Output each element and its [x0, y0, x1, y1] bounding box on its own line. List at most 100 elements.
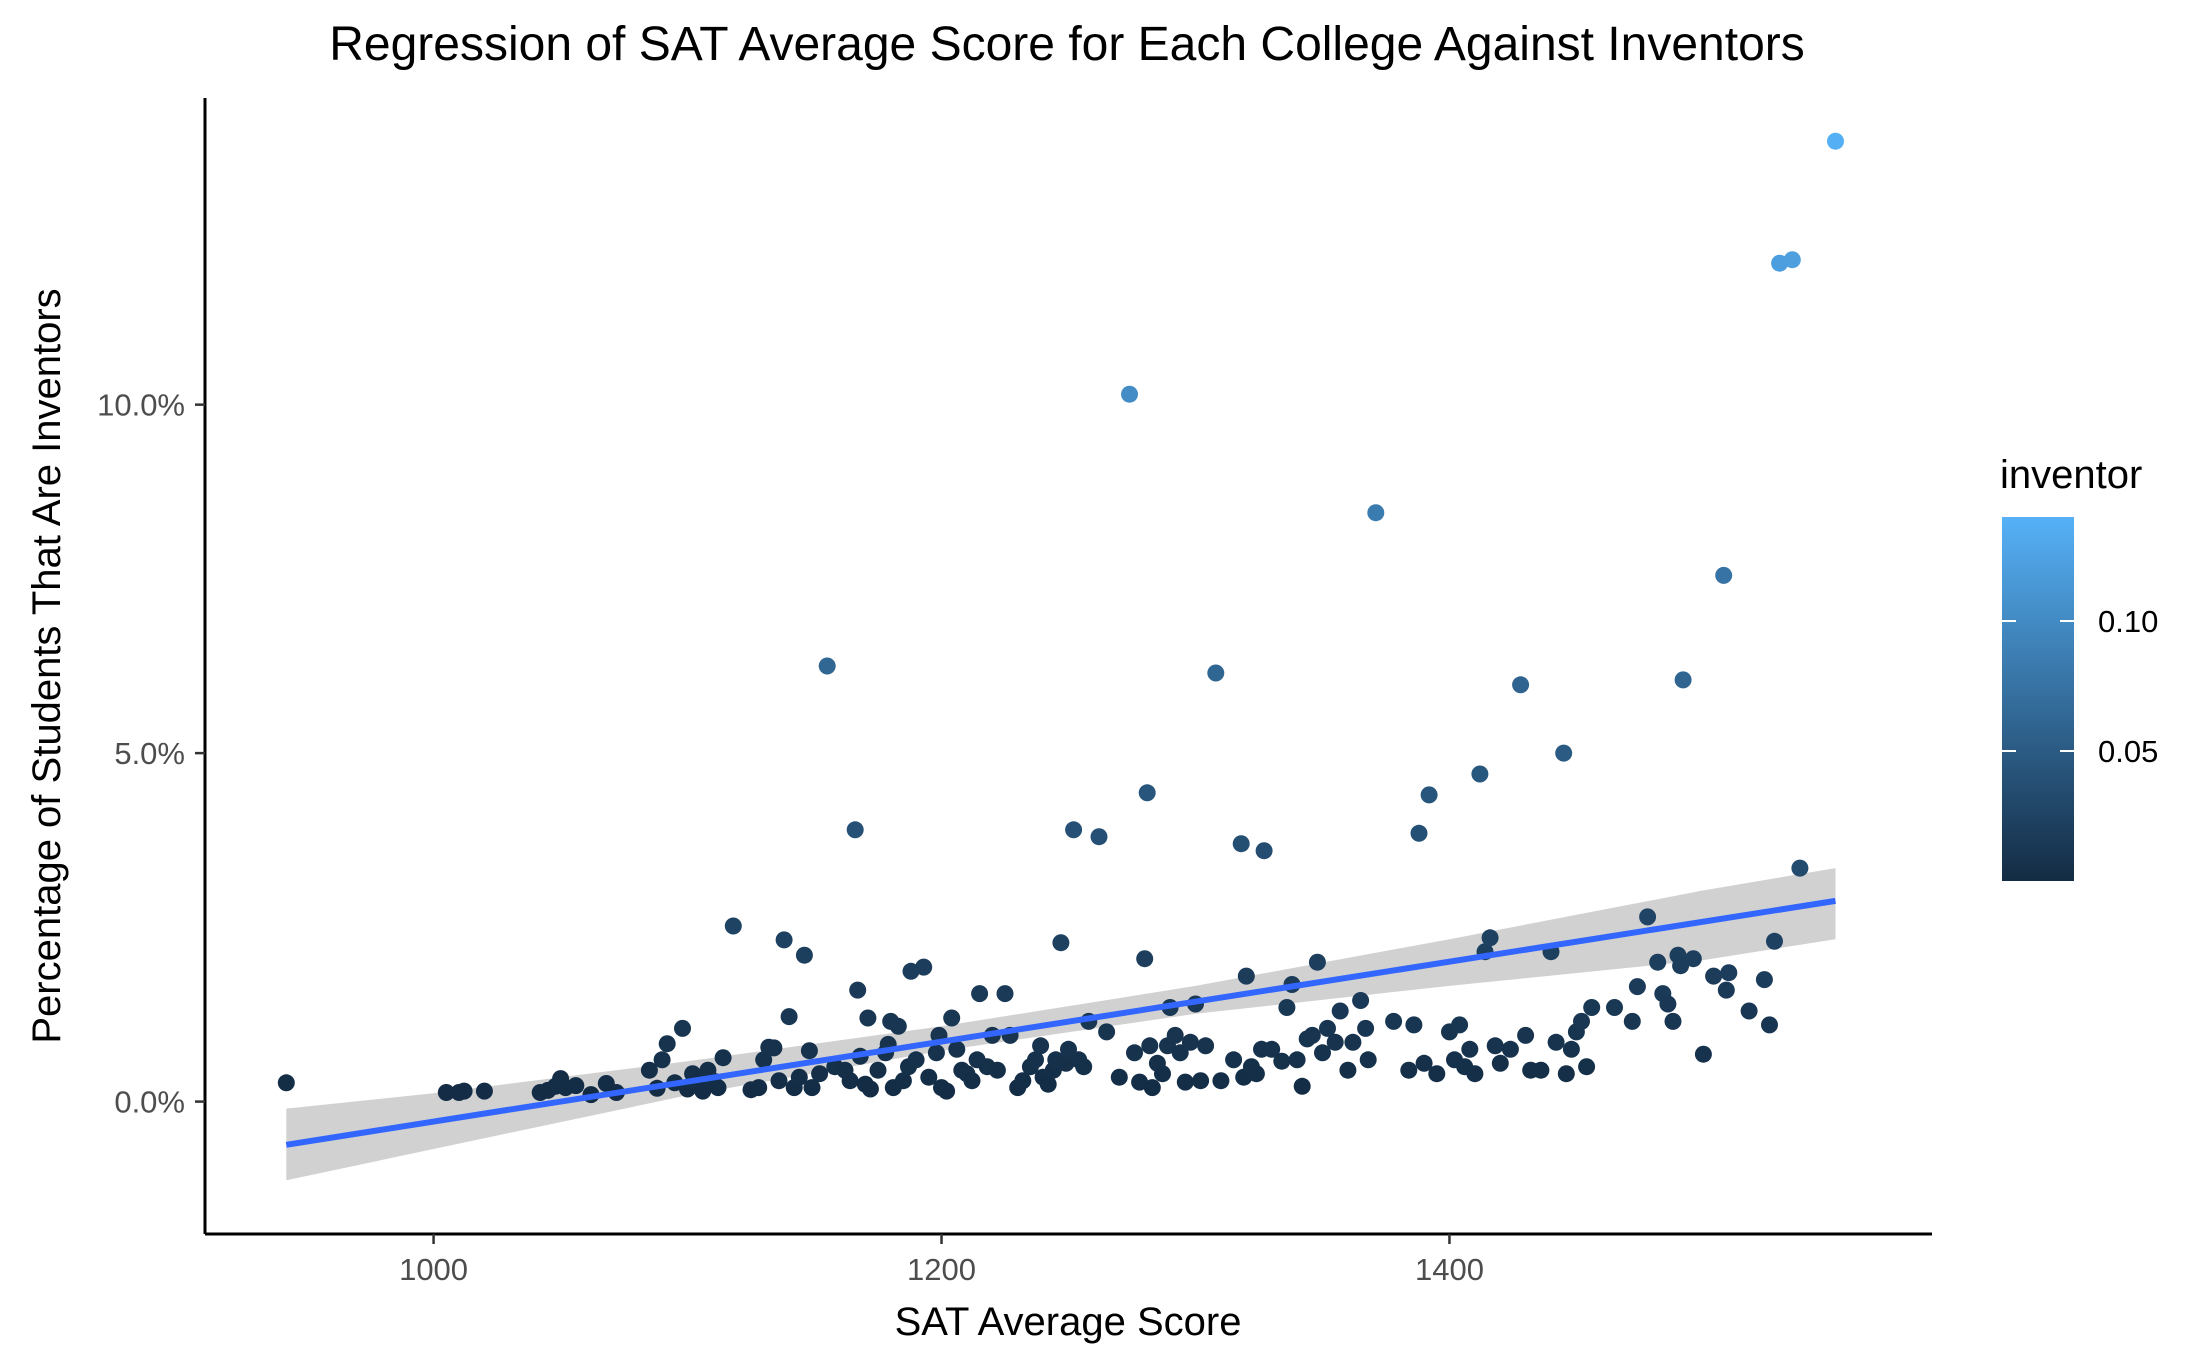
data-point	[1293, 1077, 1311, 1095]
data-point	[1141, 1037, 1159, 1055]
data-point	[1207, 664, 1225, 682]
data-points-layer	[277, 132, 1844, 1104]
data-point	[846, 821, 864, 839]
data-point	[567, 1077, 585, 1095]
data-point	[1562, 1040, 1580, 1058]
data-point	[1694, 1045, 1712, 1063]
data-point	[1578, 1058, 1596, 1076]
data-point	[1606, 999, 1623, 1016]
legend-tick-label: 0.05	[2098, 734, 2158, 769]
data-point	[988, 1061, 1006, 1079]
data-point	[1715, 566, 1733, 584]
data-point	[1359, 1051, 1377, 1069]
chart-title: Regression of SAT Average Score for Each…	[329, 18, 1805, 71]
data-point	[1451, 1016, 1469, 1034]
y-tick-label: 10.0%	[97, 388, 185, 423]
y-axis-ticks: 0.0% 5.0% 10.0%	[97, 388, 205, 1120]
data-point	[996, 985, 1014, 1003]
data-point	[1319, 1019, 1336, 1037]
data-point	[1110, 1068, 1128, 1086]
regression-line-layer	[285, 897, 1836, 1148]
data-point	[1166, 1026, 1184, 1044]
data-point	[1181, 1033, 1199, 1051]
data-point	[1225, 1051, 1243, 1069]
data-point	[658, 1035, 676, 1053]
data-point	[1466, 1065, 1484, 1083]
data-point	[1557, 1065, 1575, 1083]
data-point	[1471, 765, 1489, 783]
data-point	[1075, 1058, 1093, 1076]
data-point	[915, 958, 933, 976]
x-tick-label: 1400	[1415, 1252, 1484, 1287]
x-axis-title: SAT Average Score	[895, 1300, 1242, 1344]
data-point	[938, 1082, 956, 1100]
data-point	[1659, 995, 1677, 1013]
data-point	[775, 931, 793, 949]
data-point	[1405, 1016, 1423, 1034]
data-point	[849, 981, 867, 999]
data-point	[1232, 835, 1250, 853]
data-point	[1126, 1044, 1143, 1062]
color-legend: inventor 0.05 0.10	[2000, 453, 2158, 881]
data-point	[1143, 1079, 1161, 1097]
data-point	[818, 657, 836, 675]
data-point	[1573, 1012, 1590, 1030]
data-point	[1027, 1051, 1044, 1069]
data-point	[1583, 999, 1601, 1016]
x-axis-ticks: 1000 1200 1400	[399, 1234, 1484, 1287]
data-point	[1121, 385, 1138, 403]
data-point	[841, 1072, 859, 1090]
data-point	[1357, 1019, 1375, 1037]
data-point	[803, 1079, 821, 1097]
data-point	[1649, 953, 1667, 971]
data-point	[1308, 953, 1326, 971]
data-point	[1791, 859, 1809, 877]
y-tick-label: 5.0%	[114, 736, 185, 771]
data-point	[1547, 1033, 1565, 1051]
data-point	[1555, 744, 1573, 762]
data-point	[1136, 950, 1154, 968]
data-point	[709, 1079, 727, 1097]
x-tick-label: 1200	[907, 1252, 976, 1287]
data-point	[927, 1044, 945, 1062]
data-point	[770, 1072, 788, 1090]
plot-area	[277, 132, 1844, 1181]
data-point	[640, 1061, 658, 1079]
data-point	[1481, 929, 1499, 947]
data-point	[1288, 1051, 1306, 1069]
data-point	[724, 917, 742, 935]
data-point	[1303, 1026, 1321, 1044]
data-point	[1263, 1040, 1281, 1058]
data-point	[811, 1065, 829, 1083]
data-point	[1197, 1037, 1215, 1055]
y-tick-label: 0.0%	[114, 1085, 185, 1120]
data-point	[1664, 1012, 1682, 1030]
data-point	[1410, 824, 1428, 842]
data-point	[948, 1040, 966, 1058]
data-point	[1367, 504, 1385, 522]
data-point	[1032, 1037, 1050, 1055]
data-point	[1512, 676, 1530, 694]
data-point	[1783, 251, 1801, 269]
data-point	[714, 1049, 732, 1067]
data-point	[1740, 1002, 1758, 1020]
data-point	[1278, 999, 1296, 1016]
data-point	[1755, 971, 1773, 989]
data-point	[1684, 950, 1702, 968]
data-point	[653, 1051, 671, 1069]
data-point	[1131, 1073, 1149, 1091]
data-point	[1060, 1040, 1077, 1058]
data-point	[1517, 1026, 1535, 1044]
data-point	[963, 1072, 981, 1090]
data-point	[1415, 1054, 1433, 1072]
data-point	[455, 1082, 473, 1100]
data-point	[1090, 828, 1108, 846]
data-point	[750, 1079, 768, 1097]
data-point	[1065, 821, 1083, 839]
data-point	[859, 1009, 877, 1027]
legend-ticks: 0.05 0.10	[2002, 604, 2158, 769]
data-point	[1014, 1072, 1032, 1090]
data-point	[1255, 842, 1273, 860]
data-point	[1212, 1072, 1230, 1090]
data-point	[1339, 1061, 1357, 1079]
